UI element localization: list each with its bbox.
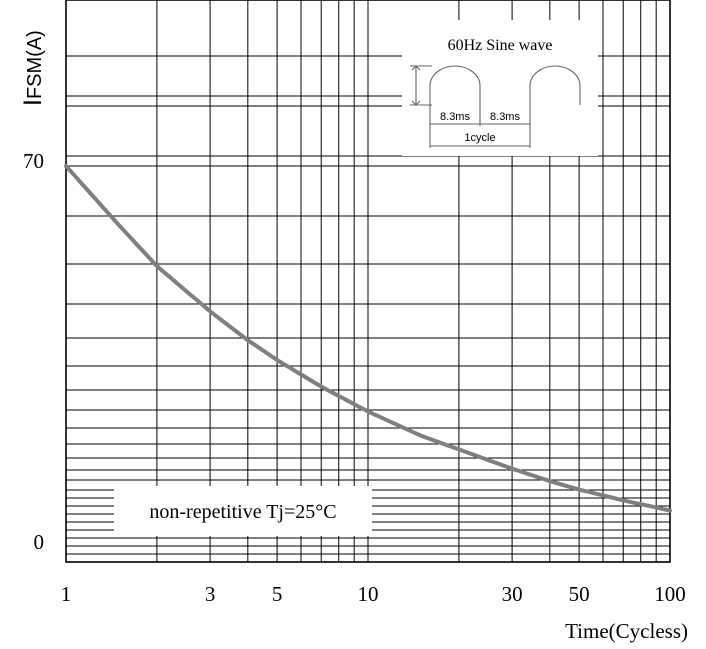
half-period-label-2: 8.3ms bbox=[490, 111, 520, 123]
x-tick-label: 5 bbox=[272, 582, 283, 606]
series-layer bbox=[64, 164, 672, 513]
x-tick-labels: 1 3 5 10 30 50 100 bbox=[61, 582, 686, 606]
x-tick-label: 10 bbox=[358, 582, 379, 606]
series-line-0 bbox=[64, 164, 672, 513]
inset-title: 60Hz Sine wave bbox=[448, 37, 553, 54]
svg-text:IFSM(A): IFSM(A) bbox=[19, 30, 47, 106]
x-tick-label: 30 bbox=[502, 582, 523, 606]
y-axis-label-sub: FSM(A) bbox=[24, 30, 46, 99]
cycle-label: 1cycle bbox=[464, 132, 495, 144]
y-axis-label: IFSM(A) bbox=[19, 30, 47, 106]
y-tick-label: 70 bbox=[23, 149, 44, 173]
x-tick-label: 100 bbox=[654, 582, 686, 606]
y-tick-label: 0 bbox=[34, 530, 45, 554]
x-tick-label: 50 bbox=[569, 582, 590, 606]
x-axis-label: Time(Cycless) bbox=[565, 619, 688, 643]
condition-label: non-repetitive Tj=25°C bbox=[149, 501, 336, 523]
inset-background bbox=[402, 20, 598, 156]
sine-wave-diagram bbox=[410, 65, 581, 148]
y-axis-label-main: I bbox=[19, 99, 47, 106]
y-tick-labels: 70 0 bbox=[23, 149, 44, 554]
waveform-inset: 60Hz Sine wave 8.3ms 8.3ms 1cycle bbox=[402, 20, 598, 156]
condition-label-background bbox=[114, 486, 372, 536]
half-period-label-1: 8.3ms bbox=[440, 111, 470, 123]
plot-frame bbox=[65, 0, 671, 563]
x-tick-label: 3 bbox=[205, 582, 216, 606]
x-tick-label: 1 bbox=[61, 582, 72, 606]
